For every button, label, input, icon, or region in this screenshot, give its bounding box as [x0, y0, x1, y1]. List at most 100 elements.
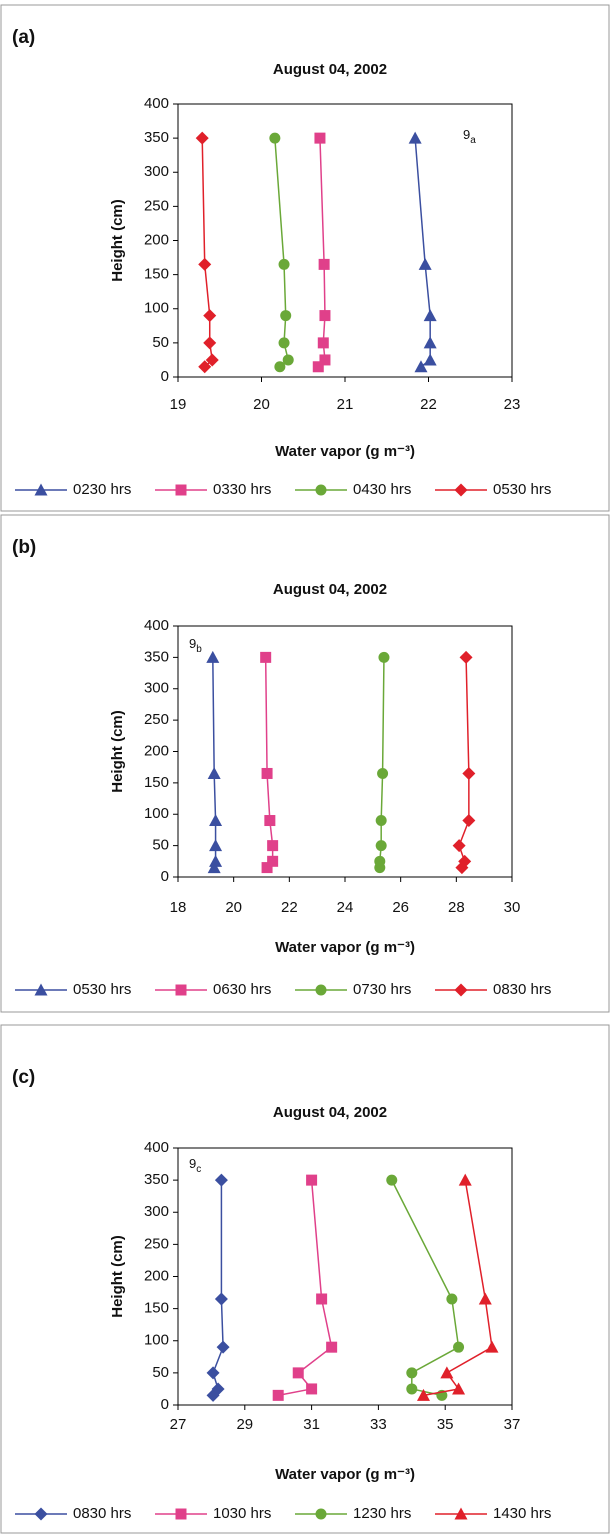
legend-marker: [454, 983, 468, 997]
x-tick-label: 24: [337, 899, 354, 916]
legend-label: 1430 hrs: [493, 1505, 551, 1522]
panel-label: (a): [12, 27, 35, 48]
y-tick-label: 350: [144, 129, 169, 146]
chart-title: August 04, 2002: [273, 1104, 387, 1121]
marker: [314, 132, 326, 144]
marker: [282, 354, 294, 366]
marker: [272, 1389, 284, 1401]
marker: [406, 1367, 418, 1379]
y-tick-label: 350: [144, 1171, 169, 1188]
y-tick-label: 300: [144, 680, 169, 697]
legend-label: 0430 hrs: [353, 481, 411, 498]
y-tick-label: 250: [144, 197, 169, 214]
y-tick-label: 250: [144, 711, 169, 728]
legend-marker: [34, 1507, 48, 1521]
annotation-sub: b: [196, 644, 202, 655]
series-line: [201, 138, 214, 368]
annotation-main: 9: [189, 636, 196, 651]
legend-marker: [34, 983, 48, 996]
marker: [453, 1341, 465, 1353]
legend-label: 0830 hrs: [73, 1505, 131, 1522]
marker: [319, 354, 331, 366]
marker: [205, 353, 219, 367]
y-tick-label: 100: [144, 1332, 169, 1349]
legend-label: 0730 hrs: [353, 981, 411, 998]
marker: [458, 1173, 472, 1186]
legend-label: 1030 hrs: [213, 1505, 271, 1522]
marker: [377, 767, 389, 779]
y-axis-label: Height (cm): [109, 710, 126, 793]
marker: [478, 1292, 492, 1305]
chart-title: August 04, 2002: [273, 61, 387, 78]
x-tick-label: 27: [170, 1416, 187, 1433]
plot-frame: [177, 1147, 513, 1406]
panel-border: [0, 4, 610, 512]
marker: [485, 1340, 499, 1353]
x-tick-label: 20: [225, 899, 242, 916]
marker: [375, 840, 387, 852]
marker: [209, 814, 223, 827]
y-tick-label: 100: [144, 805, 169, 822]
marker: [326, 1341, 338, 1353]
y-tick-label: 0: [161, 868, 169, 885]
marker: [261, 862, 273, 874]
series-line: [414, 138, 431, 368]
series-line: [278, 1180, 333, 1397]
marker: [198, 257, 212, 271]
y-axis-label: Height (cm): [109, 199, 126, 282]
marker: [452, 1382, 466, 1395]
marker: [306, 1174, 318, 1186]
marker: [280, 310, 292, 322]
plot-frame: [177, 103, 513, 378]
marker: [312, 361, 324, 373]
annotation: 9a: [463, 127, 476, 145]
x-tick-label: 30: [504, 899, 521, 916]
y-tick-label: 50: [152, 1364, 169, 1381]
marker: [374, 855, 386, 867]
series-line: [264, 657, 274, 869]
marker: [440, 1366, 454, 1379]
marker: [452, 839, 466, 853]
marker: [416, 1388, 430, 1401]
annotation-sub: a: [470, 135, 476, 146]
y-tick-label: 350: [144, 648, 169, 665]
marker: [375, 815, 387, 827]
marker: [318, 258, 330, 270]
marker: [261, 767, 273, 779]
y-tick-label: 400: [144, 617, 169, 634]
series-line: [212, 657, 217, 868]
x-tick-label: 33: [370, 1416, 387, 1433]
marker: [319, 310, 331, 322]
marker: [209, 839, 223, 852]
annotation: 9c: [189, 1156, 201, 1174]
y-tick-label: 400: [144, 1139, 169, 1156]
marker: [306, 1383, 318, 1395]
y-tick-label: 150: [144, 266, 169, 283]
legend-label: 0530 hrs: [493, 481, 551, 498]
legend-label: 0830 hrs: [493, 981, 551, 998]
marker: [274, 361, 286, 373]
series-line: [379, 657, 385, 868]
legend-label: 0330 hrs: [213, 481, 271, 498]
y-tick-label: 250: [144, 1235, 169, 1252]
panel-border: [0, 1024, 610, 1534]
x-tick-label: 29: [236, 1416, 253, 1433]
legend-marker: [175, 984, 187, 996]
marker: [462, 814, 476, 828]
series-line: [458, 657, 470, 868]
x-axis-label: Water vapor (g m⁻³): [275, 443, 415, 460]
annotation-main: 9: [189, 1156, 196, 1171]
y-tick-label: 300: [144, 163, 169, 180]
marker: [462, 766, 476, 780]
x-tick-label: 23: [504, 396, 521, 413]
marker: [317, 337, 329, 349]
marker: [408, 131, 422, 144]
y-tick-label: 200: [144, 1267, 169, 1284]
marker: [316, 1293, 328, 1305]
annotation-main: 9: [463, 127, 470, 142]
y-tick-label: 150: [144, 1300, 169, 1317]
y-tick-label: 100: [144, 300, 169, 317]
y-tick-label: 0: [161, 1396, 169, 1413]
marker: [418, 257, 432, 270]
